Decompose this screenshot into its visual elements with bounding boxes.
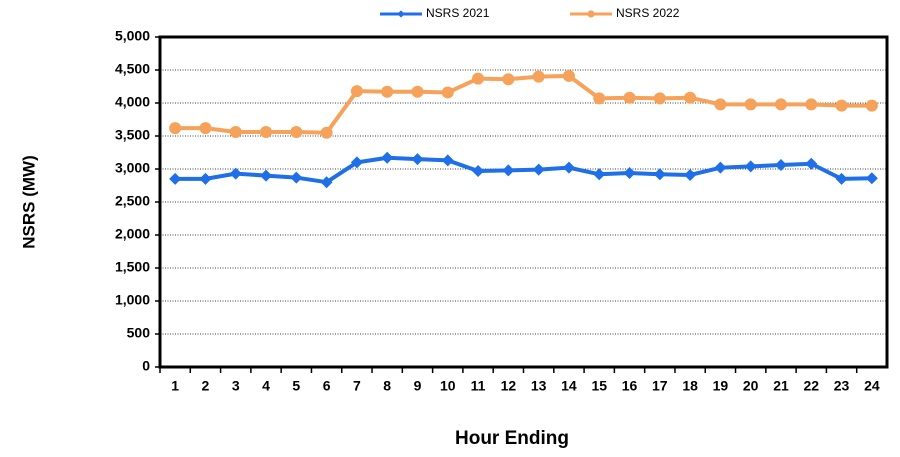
data-point xyxy=(805,98,818,111)
data-point xyxy=(562,161,575,174)
data-point xyxy=(744,98,757,111)
x-tick-label: 3 xyxy=(232,378,240,394)
x-tick-label: 19 xyxy=(713,378,729,394)
data-point xyxy=(260,126,273,139)
x-tick-label: 7 xyxy=(353,378,361,394)
x-tick-label: 15 xyxy=(591,378,607,394)
data-point xyxy=(835,172,848,185)
data-point xyxy=(290,126,303,139)
x-tick-label: 2 xyxy=(202,378,210,394)
data-point xyxy=(381,85,394,98)
x-tick-label: 21 xyxy=(773,378,789,394)
data-point xyxy=(441,86,454,99)
x-tick-label: 17 xyxy=(652,378,668,394)
x-tick-label: 16 xyxy=(622,378,638,394)
series-line xyxy=(175,155,872,185)
data-point xyxy=(744,160,757,173)
x-tick-label: 4 xyxy=(262,378,270,394)
data-point xyxy=(623,91,636,104)
y-tick-label: 5,000 xyxy=(115,28,150,44)
data-point xyxy=(653,168,666,181)
x-tick-label: 13 xyxy=(531,378,547,394)
x-tick-label: 6 xyxy=(323,378,331,394)
data-point xyxy=(805,157,818,170)
legend-marker xyxy=(587,10,595,18)
data-point xyxy=(350,85,363,98)
data-point xyxy=(472,72,485,85)
data-point xyxy=(411,85,424,98)
data-point xyxy=(502,73,515,86)
y-tick-label: 1,000 xyxy=(115,292,150,308)
data-point xyxy=(260,169,273,182)
data-point xyxy=(865,172,878,185)
data-point xyxy=(472,164,485,177)
data-point xyxy=(290,171,303,184)
data-point xyxy=(684,168,697,181)
data-point xyxy=(502,164,515,177)
y-tick-label: 1,500 xyxy=(115,259,150,275)
data-point xyxy=(774,159,787,172)
data-point xyxy=(684,91,697,104)
data-point xyxy=(532,70,545,83)
data-point xyxy=(774,98,787,111)
data-point xyxy=(532,163,545,176)
y-tick-label: 2,000 xyxy=(115,226,150,242)
data-point xyxy=(835,99,848,112)
data-point xyxy=(714,98,727,111)
x-axis-label: Hour Ending xyxy=(455,428,569,449)
x-tick-label: 9 xyxy=(414,378,422,394)
data-point xyxy=(441,154,454,167)
y-tick-label: 3,500 xyxy=(115,127,150,143)
data-point xyxy=(320,126,333,139)
data-point xyxy=(593,92,606,105)
plot-border xyxy=(158,35,889,369)
data-point xyxy=(653,92,666,105)
series-line xyxy=(175,73,872,135)
data-point xyxy=(411,153,424,166)
data-point xyxy=(199,172,212,185)
x-tick-label: 23 xyxy=(834,378,850,394)
data-point xyxy=(381,151,394,164)
x-tick-label: 20 xyxy=(743,378,759,394)
y-tick-label: 2,500 xyxy=(115,193,150,209)
x-tick-label: 8 xyxy=(383,378,391,394)
x-tick-label: 5 xyxy=(292,378,300,394)
data-point xyxy=(199,122,212,135)
y-axis-label: NSRS (MW) xyxy=(19,155,38,248)
data-point xyxy=(320,176,333,189)
y-tick-label: 500 xyxy=(127,325,151,341)
data-point xyxy=(350,156,363,169)
legend-label: NSRS 2021 xyxy=(426,6,490,20)
x-tick-label: 10 xyxy=(440,378,456,394)
x-tick-label: 24 xyxy=(864,378,880,394)
x-tick-label: 14 xyxy=(561,378,577,394)
x-tick-label: 22 xyxy=(803,378,819,394)
x-tick-label: 12 xyxy=(501,378,517,394)
data-point xyxy=(714,161,727,174)
y-tick-label: 4,000 xyxy=(115,94,150,110)
data-point xyxy=(169,172,182,185)
y-tick-label: 0 xyxy=(142,358,150,374)
data-point xyxy=(593,168,606,181)
x-tick-label: 1 xyxy=(171,378,179,394)
data-point xyxy=(229,167,242,180)
data-point xyxy=(623,166,636,179)
y-tick-label: 3,000 xyxy=(115,160,150,176)
data-point xyxy=(562,69,575,82)
x-tick-label: 18 xyxy=(682,378,698,394)
legend-label: NSRS 2022 xyxy=(616,6,680,20)
data-point xyxy=(169,122,182,135)
x-tick-label: 11 xyxy=(471,378,486,394)
data-point xyxy=(229,126,242,139)
legend-marker xyxy=(397,10,405,18)
data-point xyxy=(865,99,878,112)
y-tick-label: 4,500 xyxy=(115,61,150,77)
